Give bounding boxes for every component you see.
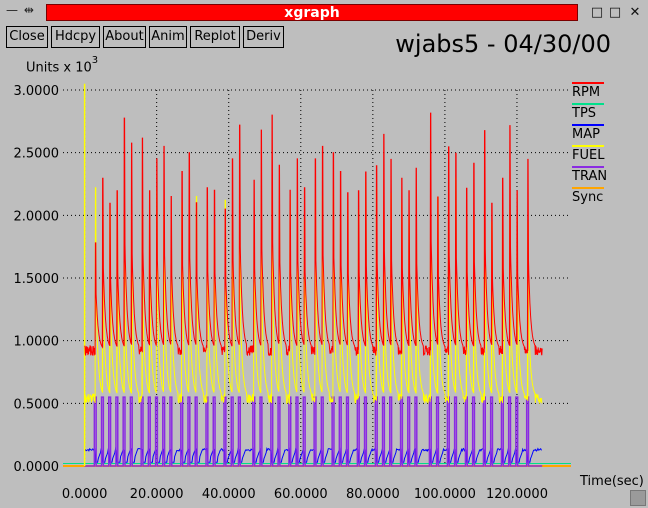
window-title-bar: — ⇹ xgraph □ □ ✕ <box>0 0 648 24</box>
y-tick-label: 2.0000 <box>14 209 60 224</box>
legend-label: TRAN <box>572 169 608 184</box>
x-tick-label: 40.0000 <box>202 487 256 502</box>
legend-label: RPM <box>572 85 601 100</box>
x-tick-label: 60.0000 <box>274 487 328 502</box>
legend-swatch <box>572 103 604 105</box>
y-units-exponent: 3 <box>91 55 99 66</box>
deriv-button[interactable]: Deriv <box>243 26 284 48</box>
legend-item-sync: Sync <box>572 187 632 207</box>
hdcpy-button[interactable]: Hdcpy <box>51 26 100 48</box>
y-tick-label: 3.0000 <box>14 84 60 99</box>
y-units-text: Units x 10 <box>26 60 92 76</box>
legend-swatch <box>572 145 604 147</box>
legend-label: FUEL <box>572 148 605 163</box>
legend-swatch <box>572 124 604 126</box>
window-title[interactable]: xgraph <box>46 4 578 21</box>
close-icon[interactable]: ✕ <box>629 5 641 20</box>
x-tick-label: 20.0000 <box>130 487 184 502</box>
resize-handle[interactable] <box>630 490 646 506</box>
y-tick-label: 0.5000 <box>14 397 60 412</box>
anim-button[interactable]: Anim <box>149 26 187 48</box>
y-units-label: Units x 103 <box>26 55 99 76</box>
legend-item-map: MAP <box>572 124 632 144</box>
legend-swatch <box>572 82 604 84</box>
x-tick-label: 80.0000 <box>346 487 400 502</box>
x-tick-label: 100.0000 <box>414 487 476 502</box>
x-axis-label: Time(sec) <box>580 474 644 489</box>
window-menu-icon[interactable]: — ⇹ <box>6 3 35 17</box>
plot-title: wjabs5 - 04/30/00 <box>395 30 611 58</box>
replot-button[interactable]: Replot <box>190 26 240 48</box>
maximize-icon[interactable]: □ <box>608 5 622 20</box>
close-button[interactable]: Close <box>6 26 48 48</box>
legend-swatch <box>572 166 604 168</box>
legend-item-tps: TPS <box>572 103 632 123</box>
legend-label: TPS <box>572 106 597 121</box>
legend-item-fuel: FUEL <box>572 145 632 165</box>
legend-swatch <box>572 187 604 189</box>
y-tick-label: 1.0000 <box>14 335 60 350</box>
about-button[interactable]: About <box>103 26 146 48</box>
legend-label: Sync <box>572 190 604 205</box>
series-rpm-line <box>84 112 543 357</box>
x-tick-label: 0.0000 <box>62 487 108 502</box>
legend-item-tran: TRAN <box>572 166 632 186</box>
x-tick-label: 120.0000 <box>486 487 548 502</box>
y-tick-label: 1.5000 <box>14 272 60 287</box>
y-tick-label: 2.5000 <box>14 147 60 162</box>
legend-label: MAP <box>572 127 600 142</box>
series-tran-line <box>84 396 543 467</box>
minimize-icon[interactable]: □ <box>590 5 604 20</box>
legend-item-rpm: RPM <box>572 82 632 102</box>
y-tick-label: 0.0000 <box>14 460 60 475</box>
